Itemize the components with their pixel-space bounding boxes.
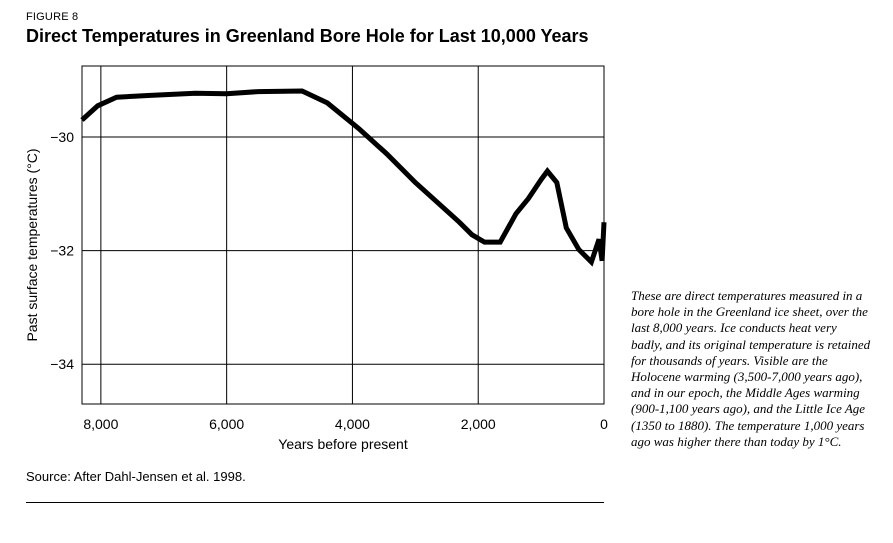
figure-label: FIGURE 8 — [26, 11, 79, 23]
x-tick-label: 4,000 — [335, 416, 370, 432]
x-tick-label: 2,000 — [461, 416, 496, 432]
y-tick-label: −30 — [50, 129, 74, 145]
x-axis-label: Years before present — [278, 436, 408, 452]
x-tick-label: 0 — [600, 416, 608, 432]
y-tick-labels: −30 −32 −34 — [50, 129, 74, 372]
caption: These are direct temperatures measured i… — [631, 288, 871, 449]
x-tick-label: 8,000 — [83, 416, 118, 432]
y-tick-label: −32 — [50, 243, 74, 259]
divider — [26, 502, 604, 503]
source-note: Source: After Dahl-Jensen et al. 1998. — [26, 469, 246, 484]
series — [80, 88, 607, 267]
temperature-series-line — [80, 88, 607, 267]
y-axis-label: Past surface temperatures (°C) — [24, 148, 40, 341]
x-tick-label: 6,000 — [209, 416, 244, 432]
y-tick-label: −34 — [50, 356, 74, 372]
chart-title: Direct Temperatures in Greenland Bore Ho… — [26, 26, 589, 46]
x-tick-labels: 8,000 6,000 4,000 2,000 0 — [83, 416, 608, 432]
